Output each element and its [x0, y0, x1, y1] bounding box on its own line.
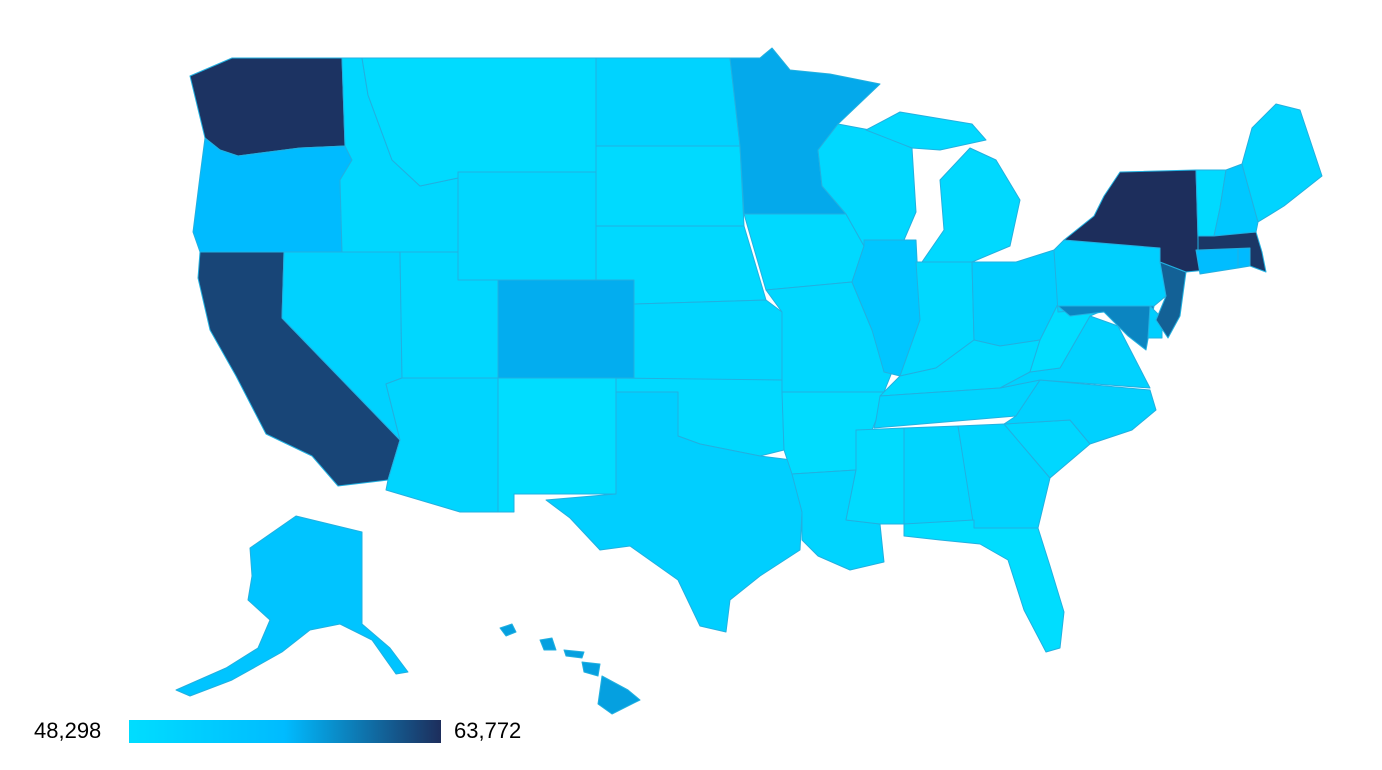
hi-island-kauai [499, 623, 517, 637]
state-nc[interactable] [1003, 379, 1157, 445]
state-ri[interactable] [1237, 247, 1251, 269]
state-or[interactable] [192, 137, 353, 253]
hi-island-oahu [539, 637, 557, 651]
state-tx[interactable] [545, 391, 803, 633]
legend-max-label: 63,772 [454, 718, 522, 743]
state-wy[interactable] [457, 171, 597, 281]
state-pa[interactable] [1053, 239, 1167, 313]
hi-island-big [597, 675, 641, 715]
state-az[interactable] [385, 377, 499, 513]
state-fl[interactable] [903, 519, 1065, 653]
state-wa[interactable] [189, 57, 346, 157]
state-me[interactable] [1241, 103, 1323, 223]
state-ks[interactable] [633, 299, 783, 381]
state-nm[interactable] [497, 377, 617, 513]
state-sd[interactable] [595, 145, 745, 227]
state-wi[interactable] [817, 123, 917, 247]
state-ga[interactable] [957, 423, 1051, 529]
state-nd[interactable] [595, 57, 741, 147]
state-hi[interactable] [499, 623, 641, 715]
state-md[interactable] [1057, 305, 1155, 351]
states-layer [175, 47, 1323, 715]
state-co[interactable] [497, 279, 635, 379]
state-mi[interactable] [865, 111, 1021, 263]
legend-min-label: 48,298 [34, 718, 102, 743]
state-ma[interactable] [1197, 231, 1267, 273]
legend-gradient-bar [129, 720, 441, 743]
state-ct[interactable] [1195, 247, 1239, 275]
state-ak[interactable] [175, 515, 409, 697]
hi-island-maui [581, 661, 601, 677]
state-ia[interactable] [743, 213, 865, 291]
hi-island-molokai [563, 649, 585, 659]
